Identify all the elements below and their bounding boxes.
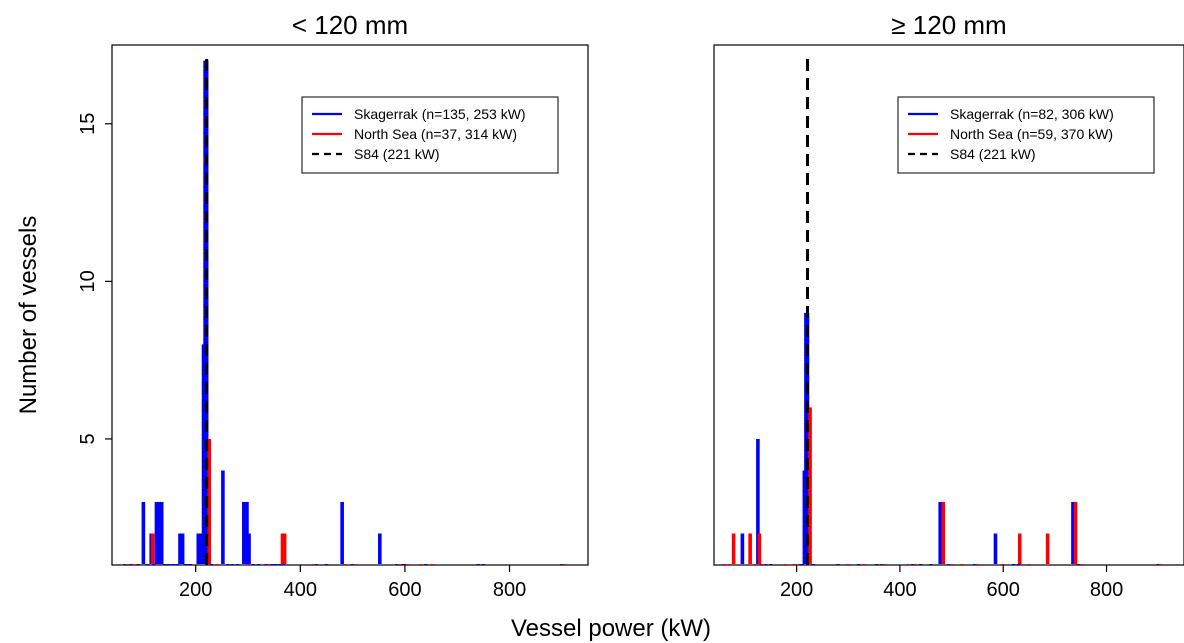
y-tick-label: 15 bbox=[77, 113, 99, 135]
y-tick-label: 5 bbox=[77, 433, 99, 444]
legend-label: North Sea (n=37, 314 kW) bbox=[354, 126, 517, 142]
y-axis-label: Number of vessels bbox=[15, 216, 42, 415]
x-axis-label: Vessel power (kW) bbox=[511, 615, 711, 642]
legend-label: S84 (221 kW) bbox=[354, 146, 440, 162]
panel-title: ≥ 120 mm bbox=[891, 10, 1006, 40]
x-tick-label: 600 bbox=[388, 579, 421, 601]
y-tick-label: 10 bbox=[77, 270, 99, 292]
x-tick-label: 400 bbox=[883, 579, 916, 601]
x-tick-label: 600 bbox=[987, 579, 1020, 601]
panel-title: < 120 mm bbox=[292, 10, 408, 40]
legend-label: Skagerrak (n=82, 306 kW) bbox=[950, 106, 1114, 122]
x-tick-label: 400 bbox=[284, 579, 317, 601]
panel-left: < 120 mm 200 400 600 800 5 10 15 Skagerrak (n=13… bbox=[77, 10, 589, 601]
x-tick-label: 800 bbox=[493, 579, 526, 601]
x-tick-label: 200 bbox=[780, 579, 813, 601]
legend-label: Skagerrak (n=135, 253 kW) bbox=[354, 106, 526, 122]
panel-right: ≥ 120 mm 200 400 600 800 Skagerrak (n=82, 306… bbox=[713, 10, 1184, 601]
legend-label: North Sea (n=59, 370 kW) bbox=[950, 126, 1113, 142]
x-tick-label: 200 bbox=[179, 579, 212, 601]
plot-frame bbox=[111, 44, 589, 566]
x-tick-label: 800 bbox=[1090, 579, 1123, 601]
legend-box bbox=[897, 96, 1155, 174]
legend-box bbox=[301, 96, 559, 174]
legend-label: S84 (221 kW) bbox=[950, 146, 1036, 162]
